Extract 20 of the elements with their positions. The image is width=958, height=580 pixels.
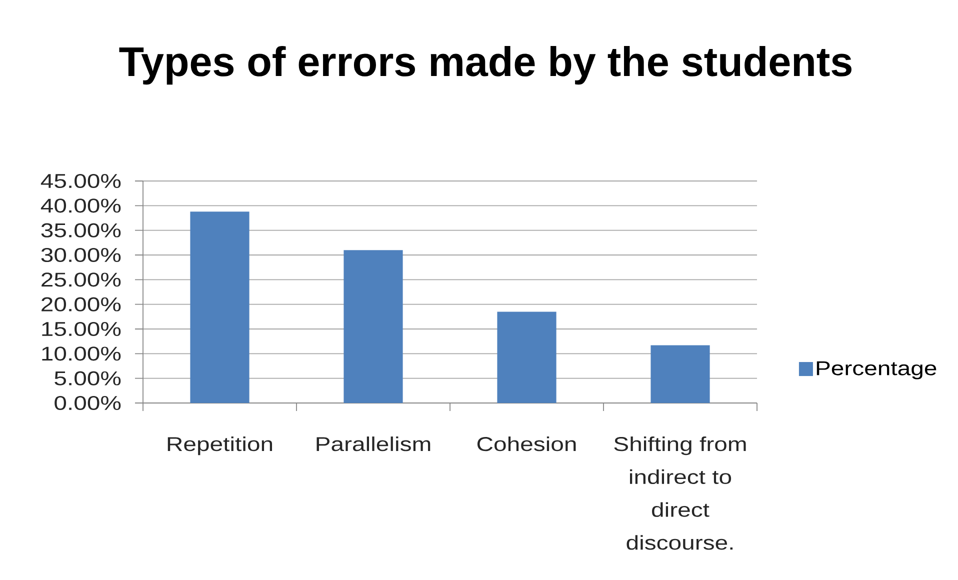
y-tick-label: 15.00% [42,322,121,336]
y-tick-label: 0.00% [54,396,121,410]
y-tick-label: 35.00% [41,223,121,238]
y-tick-label: 5.00% [54,371,121,386]
x-tick-label: Repetition [168,436,272,456]
y-tick-label: 40.00% [40,198,121,213]
x-tick-label: Shifting from indirect to direct discourse. [614,436,746,550]
bar [497,312,556,403]
y-tick-label: 25.00% [42,272,121,287]
y-tick-label: 20.00% [42,297,121,312]
bar [650,345,710,403]
y-tick-label: 30.00% [41,248,121,262]
y-tick-label: 45.00% [40,174,121,188]
bar [344,250,403,403]
bar [190,212,250,403]
y-tick-label: 10.00% [42,346,121,361]
chart-title: Types of errors made by the students [119,46,852,85]
x-tick-label: Parallelism [316,436,430,452]
legend-label: Percentage [816,361,936,380]
x-tick-label: Cohesion [477,436,576,452]
